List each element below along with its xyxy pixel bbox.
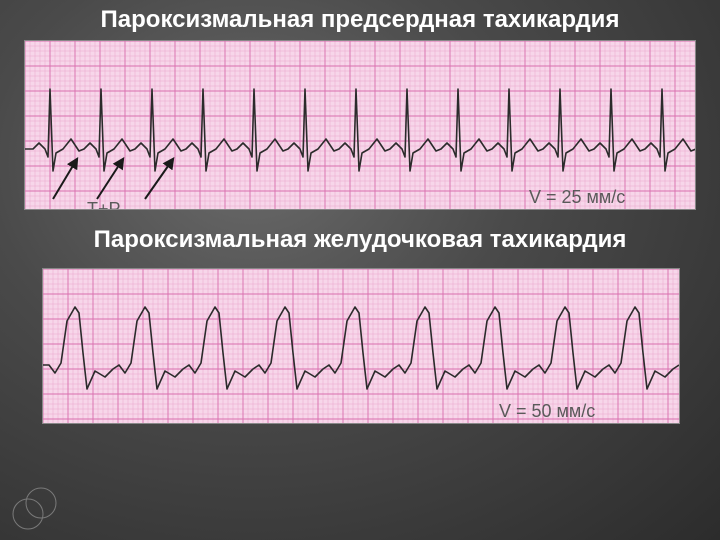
- title-atrial: Пароксизмальная предсердная тахикардия: [0, 6, 720, 34]
- label-rate-atrial: V = 25 мм/с: [529, 187, 625, 208]
- ecg-trace-atrial: [25, 41, 695, 209]
- ecg-trace-ventricular: [43, 269, 679, 423]
- label-tp: T+P: [87, 199, 121, 210]
- label-rate-ventricular: V = 50 мм/с: [499, 401, 595, 422]
- title-ventricular: Пароксизмальная желудочковая тахикардия: [0, 226, 720, 254]
- ecg-panel-atrial: T+P V = 25 мм/с: [24, 40, 696, 210]
- ecg-panel-ventricular: V = 50 мм/с: [42, 268, 680, 424]
- corner-rings-icon: [12, 484, 58, 530]
